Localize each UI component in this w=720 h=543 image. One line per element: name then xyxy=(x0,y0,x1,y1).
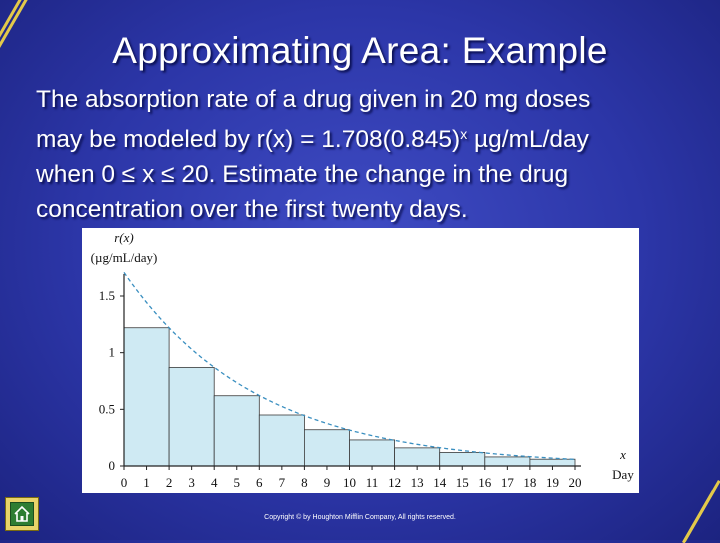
approx-rectangle xyxy=(213,395,260,467)
x-tick-label: 7 xyxy=(279,475,286,490)
problem-line-1: The absorption rate of a drug given in 2… xyxy=(36,86,591,113)
x-tick-label: 0 xyxy=(121,475,128,490)
units-text: µg/mL/day xyxy=(467,126,589,153)
y-tick-label: 1.5 xyxy=(99,288,115,303)
approx-rectangle xyxy=(439,451,486,467)
y-axis-label-line2: (µg/mL/day) xyxy=(91,250,158,265)
x-axis-label-line1: x xyxy=(619,447,626,462)
rate-curve xyxy=(123,272,576,460)
home-button[interactable] xyxy=(5,497,39,531)
approx-rectangle xyxy=(168,366,215,467)
x-tick-label: 2 xyxy=(166,475,173,490)
y-tick-label: 0.5 xyxy=(99,401,115,416)
x-tick-label: 11 xyxy=(366,475,379,490)
x-tick-label: 6 xyxy=(256,475,263,490)
x-tick-label: 4 xyxy=(211,475,218,490)
x-tick-label: 20 xyxy=(569,475,582,490)
problem-line-2: may be modeled by r(x) = 1.708(0.845)x µ… xyxy=(36,117,686,157)
home-icon xyxy=(10,502,34,526)
x-tick-label: 10 xyxy=(343,475,356,490)
chart-panel: 0 1 2 3 4 5 6 7 8 9 10 11 12 13 14 15 16 17 18 19 20 0 0.5 1 1.… xyxy=(82,228,639,493)
x-tick-label: 15 xyxy=(456,475,469,490)
x-tick-label: 9 xyxy=(324,475,331,490)
x-tick-label: 12 xyxy=(388,475,401,490)
approx-rectangle xyxy=(303,429,350,467)
problem-text: The absorption rate of a drug given in 2… xyxy=(36,82,686,227)
x-tick-label: 1 xyxy=(143,475,150,490)
x-tick-label: 18 xyxy=(523,475,536,490)
approx-rectangle xyxy=(123,327,170,467)
approx-rectangle xyxy=(349,439,395,467)
area-approximation-chart: 0 1 2 3 4 5 6 7 8 9 10 11 12 13 14 15 16 17 18 19 20 00.511.… xyxy=(91,230,635,490)
formula-exponent: x xyxy=(460,126,468,142)
x-tick-label: 8 xyxy=(301,475,308,490)
copyright-notice: Copyright © by Houghton Mifflin Company,… xyxy=(264,514,456,521)
problem-line-3: when 0 ≤ x ≤ 20. Estimate the change in … xyxy=(36,161,569,188)
y-tick-label: 0 xyxy=(109,458,116,473)
approx-rectangle xyxy=(394,447,441,467)
x-tick-label: 16 xyxy=(478,475,492,490)
y-axis-label-line1: r(x) xyxy=(114,230,134,245)
y-tick-label: 1 xyxy=(109,345,116,360)
x-tick-label: 14 xyxy=(433,475,447,490)
x-tick-label: 17 xyxy=(501,475,514,490)
approx-rectangle xyxy=(484,456,531,467)
x-tick-label: 19 xyxy=(546,475,559,490)
approx-rectangle xyxy=(258,414,305,467)
approx-rectangle xyxy=(529,458,576,467)
x-tick-label: 5 xyxy=(234,475,241,490)
x-axis-label-line2: Day xyxy=(612,467,634,482)
problem-line-4: concentration over the first twenty days… xyxy=(36,196,468,223)
x-tick-label: 3 xyxy=(188,475,195,490)
x-tick-label: 13 xyxy=(411,475,424,490)
slide-title: Approximating Area: Example xyxy=(112,30,608,71)
formula-text: may be modeled by r(x) = 1.708(0.845) xyxy=(36,126,461,153)
